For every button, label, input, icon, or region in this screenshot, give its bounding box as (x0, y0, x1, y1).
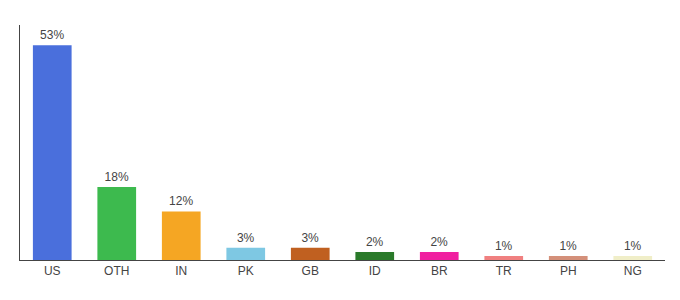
svg-text:OTH: OTH (104, 264, 129, 278)
svg-text:18%: 18% (105, 170, 129, 184)
svg-text:12%: 12% (169, 194, 193, 208)
svg-text:3%: 3% (301, 231, 319, 245)
svg-text:NG: NG (624, 264, 642, 278)
svg-text:IN: IN (175, 264, 187, 278)
svg-text:1%: 1% (624, 239, 642, 253)
svg-text:1%: 1% (495, 239, 513, 253)
svg-text:3%: 3% (237, 231, 255, 245)
svg-text:PH: PH (560, 264, 577, 278)
svg-text:2%: 2% (430, 235, 448, 249)
svg-text:53%: 53% (40, 28, 64, 42)
svg-text:GB: GB (302, 264, 319, 278)
svg-text:2%: 2% (366, 235, 384, 249)
svg-text:US: US (44, 264, 61, 278)
svg-text:1%: 1% (559, 239, 577, 253)
svg-text:BR: BR (431, 264, 448, 278)
svg-text:TR: TR (496, 264, 512, 278)
svg-text:ID: ID (369, 264, 381, 278)
svg-text:PK: PK (238, 264, 254, 278)
